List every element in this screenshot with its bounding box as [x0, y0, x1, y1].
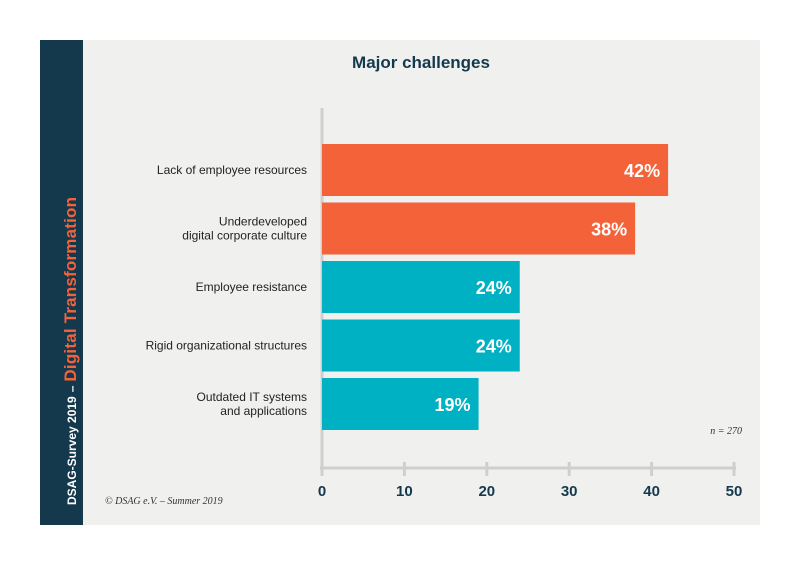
- category-label: and applications: [220, 404, 307, 418]
- x-tick-label: 50: [726, 483, 743, 500]
- bar-value-label: 42%: [624, 161, 660, 181]
- x-tick-label: 0: [318, 483, 326, 500]
- copyright-note: © DSAG e.V. – Summer 2019: [105, 496, 223, 507]
- category-label: digital corporate culture: [182, 229, 307, 243]
- bar-value-label: 19%: [435, 395, 471, 415]
- chart-title: Major challenges: [352, 53, 490, 72]
- bar-value-label: 24%: [476, 337, 512, 357]
- x-tick-label: 30: [561, 483, 578, 500]
- category-label: Rigid organizational structures: [146, 339, 307, 353]
- sidebar-band: [40, 40, 83, 525]
- category-label: Employee resistance: [196, 280, 308, 294]
- bar-value-label: 24%: [476, 278, 512, 298]
- sample-size-note: n = 270: [710, 426, 742, 437]
- x-tick-label: 10: [396, 483, 413, 500]
- category-label: Lack of employee resources: [157, 163, 307, 177]
- bar: [322, 261, 520, 313]
- category-label: Outdated IT systems: [197, 390, 308, 404]
- bar: [322, 144, 669, 196]
- x-tick-label: 40: [643, 483, 660, 500]
- bar: [322, 319, 520, 372]
- x-tick-label: 20: [478, 483, 495, 500]
- bar-value-label: 38%: [591, 220, 627, 240]
- bar: [322, 202, 636, 255]
- category-label: Underdeveloped: [219, 215, 307, 229]
- bar: [322, 378, 479, 430]
